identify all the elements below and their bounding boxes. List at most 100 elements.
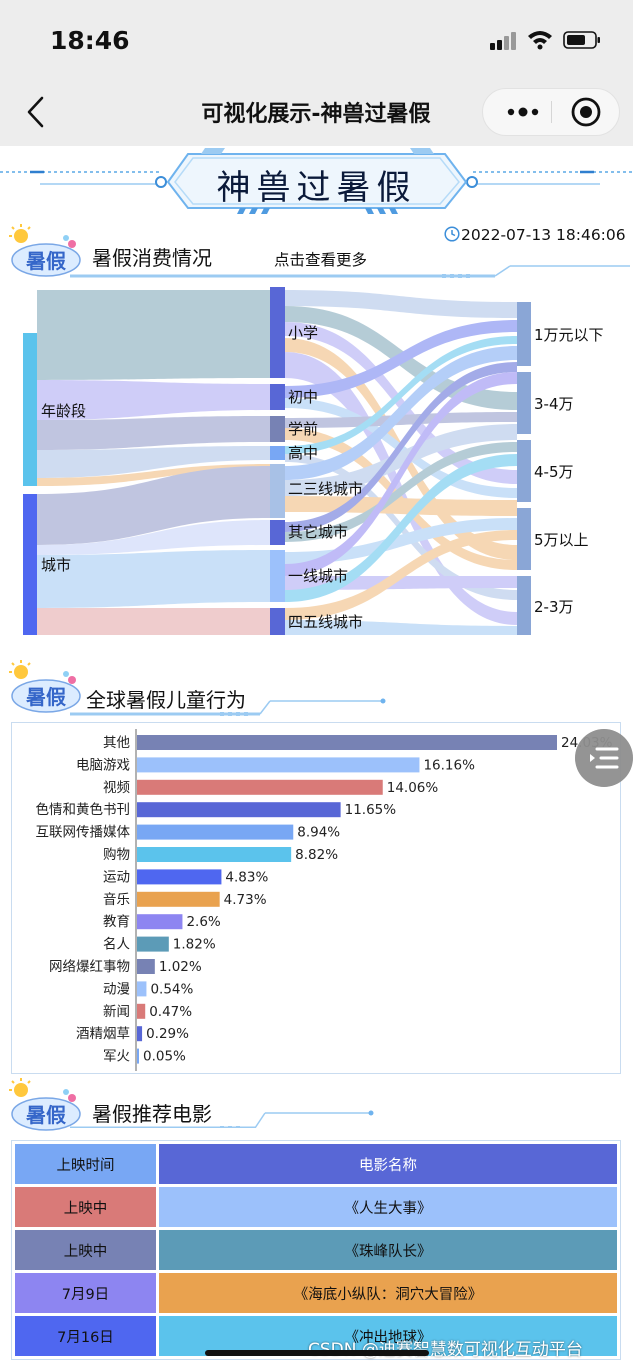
consumption-sankey: 年龄段 城市 小学 初中 学前 高中 二三线城市 其它城市 一线城市 四五线城市… — [23, 287, 604, 635]
sankey-label-tier23: 二三线城市 — [288, 480, 363, 498]
sankey-label-20-30k: 2-3万 — [534, 598, 574, 616]
bar[interactable] — [137, 959, 155, 974]
category-label: 网络爆红事物 — [49, 959, 130, 975]
sankey-node-under10k — [517, 302, 531, 366]
movie-table: 上映时间 电影名称 上映中 《人生大事》 上映中 《珠峰队长》 7月9日 《海底… — [11, 1140, 621, 1360]
bar[interactable] — [137, 779, 383, 795]
bar[interactable] — [137, 757, 420, 773]
section-underline — [70, 1110, 374, 1128]
csdn-watermark: CSDN @迪赛智慧数可视化互动平台 — [308, 1340, 583, 1360]
sankey-label-preschool: 学前 — [288, 420, 318, 438]
sankey-node-30-40k — [517, 372, 531, 434]
sankey-label-tier45: 四五线城市 — [288, 613, 363, 631]
sankey-label-primary: 小学 — [288, 324, 318, 342]
summer-logo-icon: 暑假 — [9, 224, 81, 277]
close-target-icon[interactable] — [563, 89, 609, 135]
sankey-links — [37, 290, 517, 635]
sankey-node-age — [23, 333, 37, 486]
bar[interactable] — [137, 869, 222, 885]
movie-name-cell: 《珠峰队长》 — [158, 1230, 617, 1270]
category-label: 色情和黄色书刊 — [36, 801, 131, 818]
table-row[interactable]: 上映中 《人生大事》 — [15, 1187, 617, 1227]
movie-name-cell: 《冲出地球》 — [158, 1316, 617, 1356]
movies-section-title: 暑假推荐电影 — [92, 1102, 212, 1126]
bar[interactable] — [137, 824, 294, 840]
category-label: 运动 — [103, 869, 130, 885]
category-label: 音乐 — [103, 891, 130, 908]
menu-float-button[interactable] — [575, 729, 633, 787]
clock-icon — [444, 226, 460, 242]
bar[interactable] — [137, 936, 169, 952]
section-consumption-header: 暑假 暑假消费情况 — [0, 224, 633, 284]
movie-name-cell: 《海底小纵队：洞穴大冒险》 — [158, 1273, 617, 1313]
table-row[interactable]: 7月16日 《冲出地球》 — [15, 1316, 617, 1356]
sankey-label-under10k: 1万元以下 — [534, 326, 604, 344]
bar[interactable] — [137, 847, 292, 862]
table-row[interactable]: 7月9日 《海底小纵队：洞穴大冒险》 — [15, 1273, 617, 1313]
behavior-chart-container: 其他24.03%电脑游戏16.16%视频14.06%色情和黄色书刊11.65%互… — [11, 722, 621, 1074]
sankey-label-40-50k: 4-5万 — [534, 463, 574, 481]
bar[interactable] — [137, 735, 557, 750]
value-label: 2.6% — [186, 914, 220, 930]
sankey-node-preschool — [270, 416, 285, 442]
header-release-time: 上映时间 — [15, 1144, 156, 1184]
sankey-node-senior — [270, 446, 285, 460]
sankey-label-city: 城市 — [41, 556, 71, 574]
battery-icon — [563, 31, 600, 49]
sankey-label-senior: 高中 — [288, 444, 318, 462]
view-more-link[interactable]: 点击查看更多 — [274, 251, 368, 269]
behavior-section-title: 全球暑假儿童行为 — [86, 688, 246, 712]
sankey-labels: 年龄段 城市 小学 初中 学前 高中 二三线城市 其它城市 一线城市 四五线城市… — [41, 324, 604, 631]
value-label: 4.83% — [225, 869, 268, 885]
value-label: 11.65% — [345, 802, 397, 818]
bar[interactable] — [137, 981, 147, 997]
release-time-cell: 7月16日 — [15, 1316, 156, 1356]
sankey-node-40-50k — [517, 440, 531, 502]
category-label: 电脑游戏 — [76, 757, 130, 773]
banner-title: 神兽过暑假 — [216, 168, 417, 208]
value-label: 8.82% — [295, 847, 338, 863]
sankey-nodes — [23, 287, 531, 635]
summer-logo-icon: 暑假 — [9, 1078, 81, 1131]
bar[interactable] — [137, 914, 183, 930]
banner-frame — [0, 148, 633, 214]
section-behavior-header: 暑假 全球暑假儿童行为 — [0, 660, 633, 720]
bar[interactable] — [137, 891, 220, 907]
section-movies-header: 暑假 暑假推荐电影 — [0, 1078, 633, 1138]
more-icon[interactable] — [495, 89, 551, 135]
timestamp: 2022-07-13 18:46:06 — [444, 226, 626, 244]
sankey-node-20-30k — [517, 576, 531, 635]
sankey-node-tier23 — [270, 464, 285, 518]
page-banner: 神兽过暑假 — [0, 146, 633, 218]
signal-icon — [490, 32, 518, 50]
bar[interactable] — [137, 1003, 146, 1019]
value-label: 8.94% — [297, 825, 340, 841]
category-label: 其他 — [103, 735, 130, 751]
behavior-bar-chart: 其他24.03%电脑游戏16.16%视频14.06%色情和黄色书刊11.65%互… — [36, 729, 613, 1071]
status-bar: 18:46 — [0, 0, 633, 78]
bar[interactable] — [137, 1048, 139, 1064]
summer-logo-text: 暑假 — [26, 685, 67, 709]
sankey-node-tier45 — [270, 608, 285, 635]
category-label: 新闻 — [103, 1004, 130, 1020]
movie-name-cell: 《人生大事》 — [158, 1187, 617, 1227]
sankey-label-age: 年龄段 — [41, 402, 86, 420]
back-arrow-icon[interactable] — [22, 94, 52, 130]
category-label: 互联网传播媒体 — [36, 825, 131, 841]
home-indicator — [205, 1350, 429, 1356]
bar[interactable] — [137, 1026, 143, 1042]
value-label: 16.16% — [423, 757, 475, 773]
category-label: 名人 — [103, 937, 130, 953]
section-underline — [70, 698, 386, 716]
sankey-node-city — [23, 494, 37, 635]
table-row[interactable]: 上映中 《珠峰队长》 — [15, 1230, 617, 1270]
sankey-node-junior — [270, 384, 285, 410]
bar[interactable] — [137, 802, 341, 818]
release-time-cell: 上映中 — [15, 1230, 156, 1270]
summer-logo-text: 暑假 — [26, 249, 67, 273]
value-label: 0.54% — [150, 981, 193, 997]
page-title: 可视化展示-神兽过暑假 — [201, 102, 431, 127]
sankey-label-tier1: 一线城市 — [288, 567, 348, 585]
value-label: 4.73% — [224, 892, 267, 908]
header-movie-name: 电影名称 — [158, 1144, 617, 1184]
